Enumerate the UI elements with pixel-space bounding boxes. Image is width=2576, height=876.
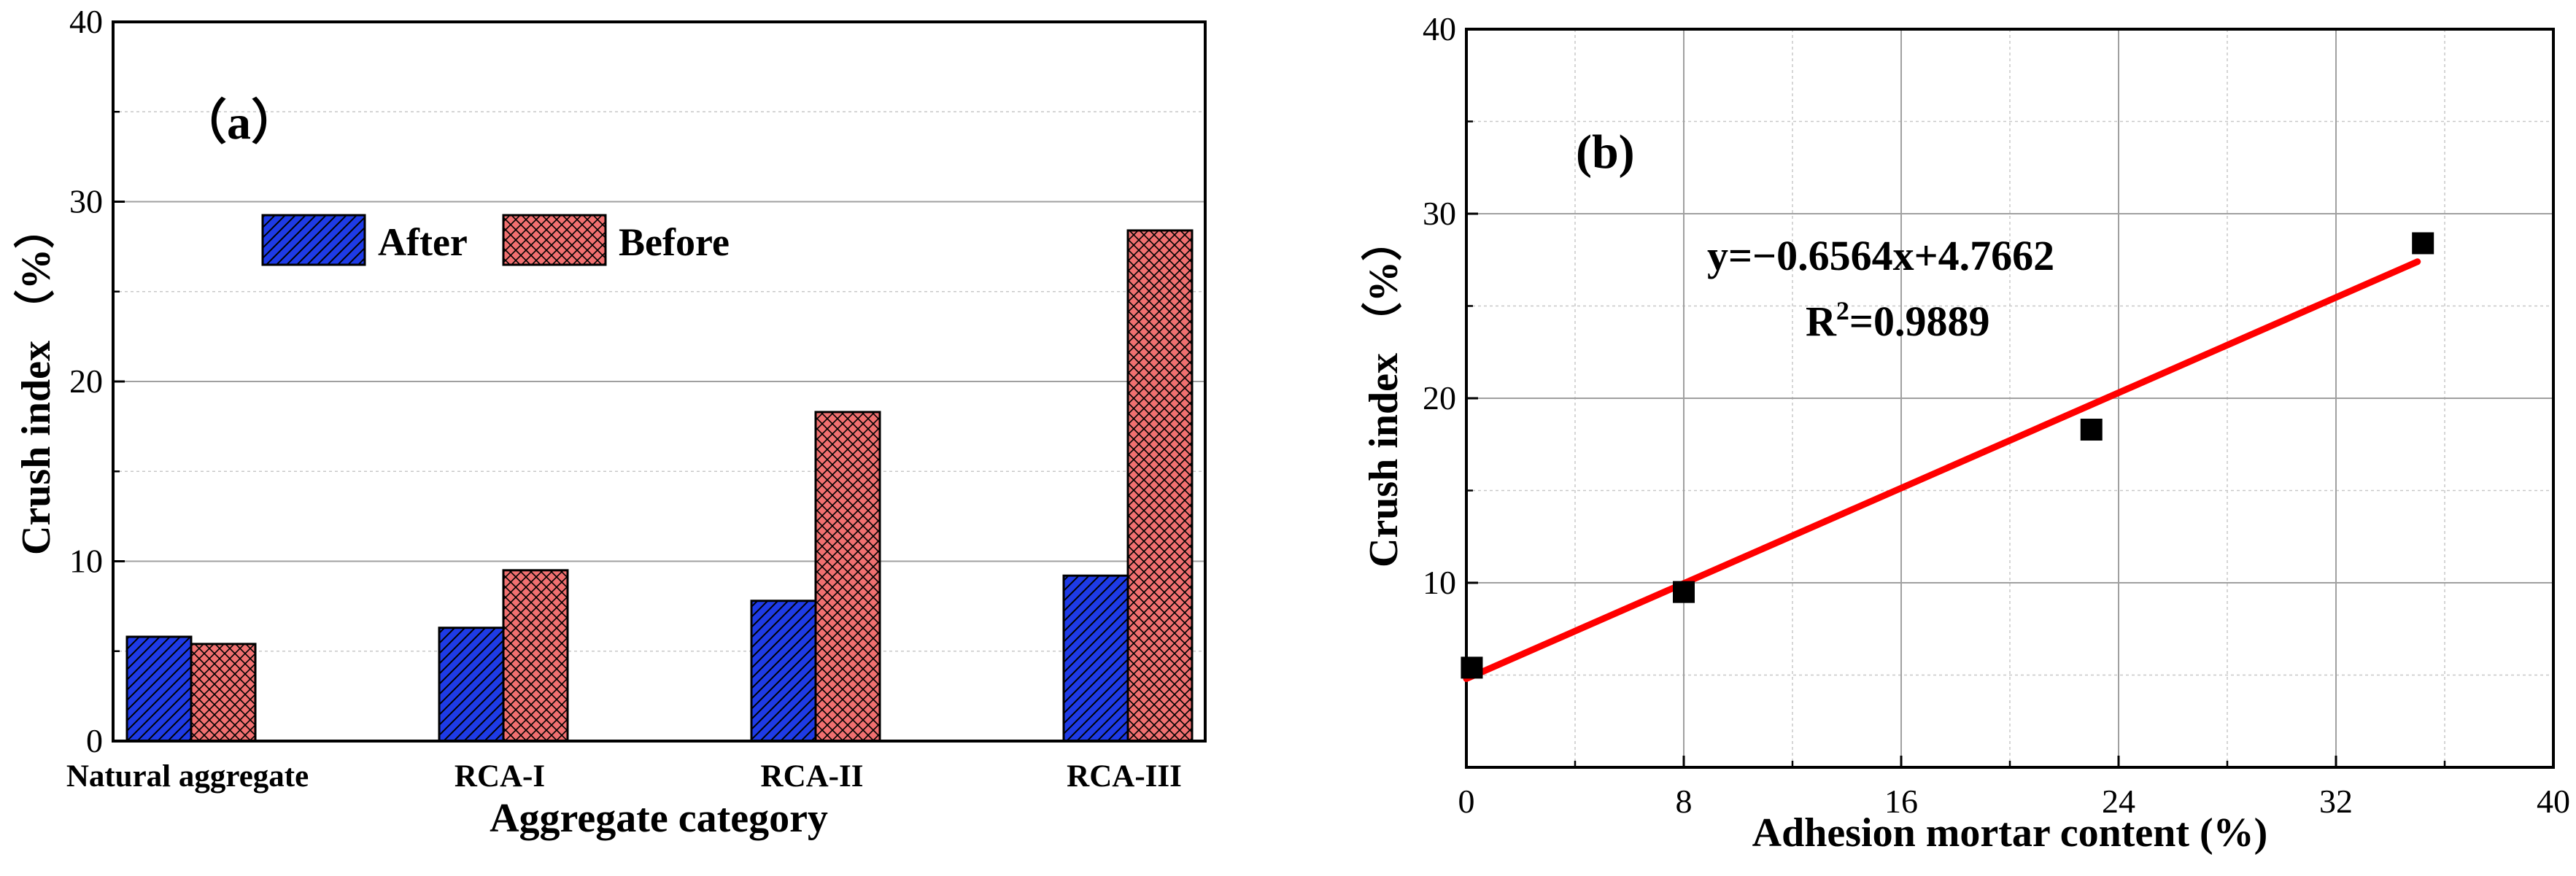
legend-swatch-before bbox=[502, 214, 607, 266]
bar-before-1 bbox=[502, 569, 569, 743]
legend-label-after: After bbox=[378, 220, 468, 264]
panel-a-y-tick-label: 30 bbox=[69, 183, 103, 220]
panel-a-gridlines bbox=[113, 111, 1205, 652]
data-point-0 bbox=[1461, 656, 1483, 679]
panel-a-category-label: RCA-II bbox=[761, 759, 864, 794]
panel-b-ticks: 0 8 16 24 32 40 10 20 30 40 bbox=[1423, 10, 2570, 820]
panel-b-label: (b) bbox=[1576, 125, 1635, 179]
data-point-3 bbox=[2412, 232, 2434, 255]
panel-a-y-tick-label: 20 bbox=[69, 363, 103, 400]
r2-value: =0.9889 bbox=[1849, 298, 1990, 345]
panel-a-label: （a） bbox=[179, 96, 299, 150]
panel-b-y-axis-label: Crush index （%） bbox=[1361, 220, 1407, 567]
panel-a-y-tick-label: 0 bbox=[86, 722, 103, 759]
panel-a-x-axis-label: Aggregate category bbox=[490, 796, 828, 841]
panel-b-x-tick-label: 16 bbox=[1884, 783, 1918, 820]
panel-a-category-label: RCA-I bbox=[455, 759, 545, 794]
panel-b-x-tick-label: 40 bbox=[2537, 783, 2570, 820]
bar-before-3 bbox=[1126, 229, 1194, 743]
panel-b-y-tick-label: 30 bbox=[1423, 195, 1456, 232]
bar-after-2 bbox=[750, 600, 817, 743]
panel-a: 0 10 20 30 40 Natural aggregate RCA-I RCA-II RC… bbox=[13, 3, 1207, 841]
bar-after-0 bbox=[125, 635, 193, 743]
panel-b-r-squared: R2=0.9889 bbox=[1806, 296, 1989, 345]
panel-b-x-tick-label: 0 bbox=[1458, 783, 1475, 820]
panel-a-category-labels: Natural aggregate RCA-I RCA-II RCA-III bbox=[66, 759, 1182, 794]
panel-b-y-tick-label: 10 bbox=[1423, 564, 1456, 601]
bar-before-2 bbox=[814, 411, 881, 743]
panel-b-x-tick-label: 8 bbox=[1676, 783, 1693, 820]
panel-b-points bbox=[1461, 232, 2434, 679]
bar-after-3 bbox=[1062, 574, 1129, 743]
panel-b-y-tick-label: 20 bbox=[1423, 379, 1456, 416]
bar-before-0 bbox=[190, 643, 257, 743]
panel-b-x-tick-label: 24 bbox=[2102, 783, 2135, 820]
panel-b-x-axis-label: Adhesion mortar content (%) bbox=[1752, 810, 2268, 856]
panel-a-y-axis-label: Crush index （%） bbox=[13, 208, 59, 555]
bar-after-1 bbox=[438, 627, 505, 743]
panel-a-y-ticks: 0 10 20 30 40 bbox=[69, 3, 125, 759]
panel-a-bars bbox=[125, 229, 1194, 743]
r2-prefix: R bbox=[1806, 298, 1837, 345]
panel-b-x-tick-label: 32 bbox=[2319, 783, 2353, 820]
panel-a-y-tick-label: 40 bbox=[69, 3, 103, 40]
legend-label-before: Before bbox=[619, 220, 730, 264]
panel-a-category-label: Natural aggregate bbox=[66, 759, 309, 794]
panel-a-category-label: RCA-III bbox=[1067, 759, 1182, 794]
r2-superscript: 2 bbox=[1836, 296, 1849, 325]
panel-a-y-tick-label: 10 bbox=[69, 543, 103, 580]
legend-swatch-after bbox=[261, 214, 366, 266]
panel-b-gridlines bbox=[1466, 29, 2553, 767]
panel-b-y-tick-label: 40 bbox=[1423, 10, 1456, 47]
data-point-1 bbox=[1673, 581, 1695, 603]
panel-a-legend: After Before bbox=[261, 214, 730, 266]
panel-b-fit-line bbox=[1463, 258, 2421, 683]
panel-b: 0 8 16 24 32 40 10 20 30 40 (b) y=−0.6564x+4.7662… bbox=[1361, 10, 2570, 856]
data-point-2 bbox=[2080, 419, 2103, 441]
panel-b-equation: y=−0.6564x+4.7662 bbox=[1707, 232, 2054, 279]
